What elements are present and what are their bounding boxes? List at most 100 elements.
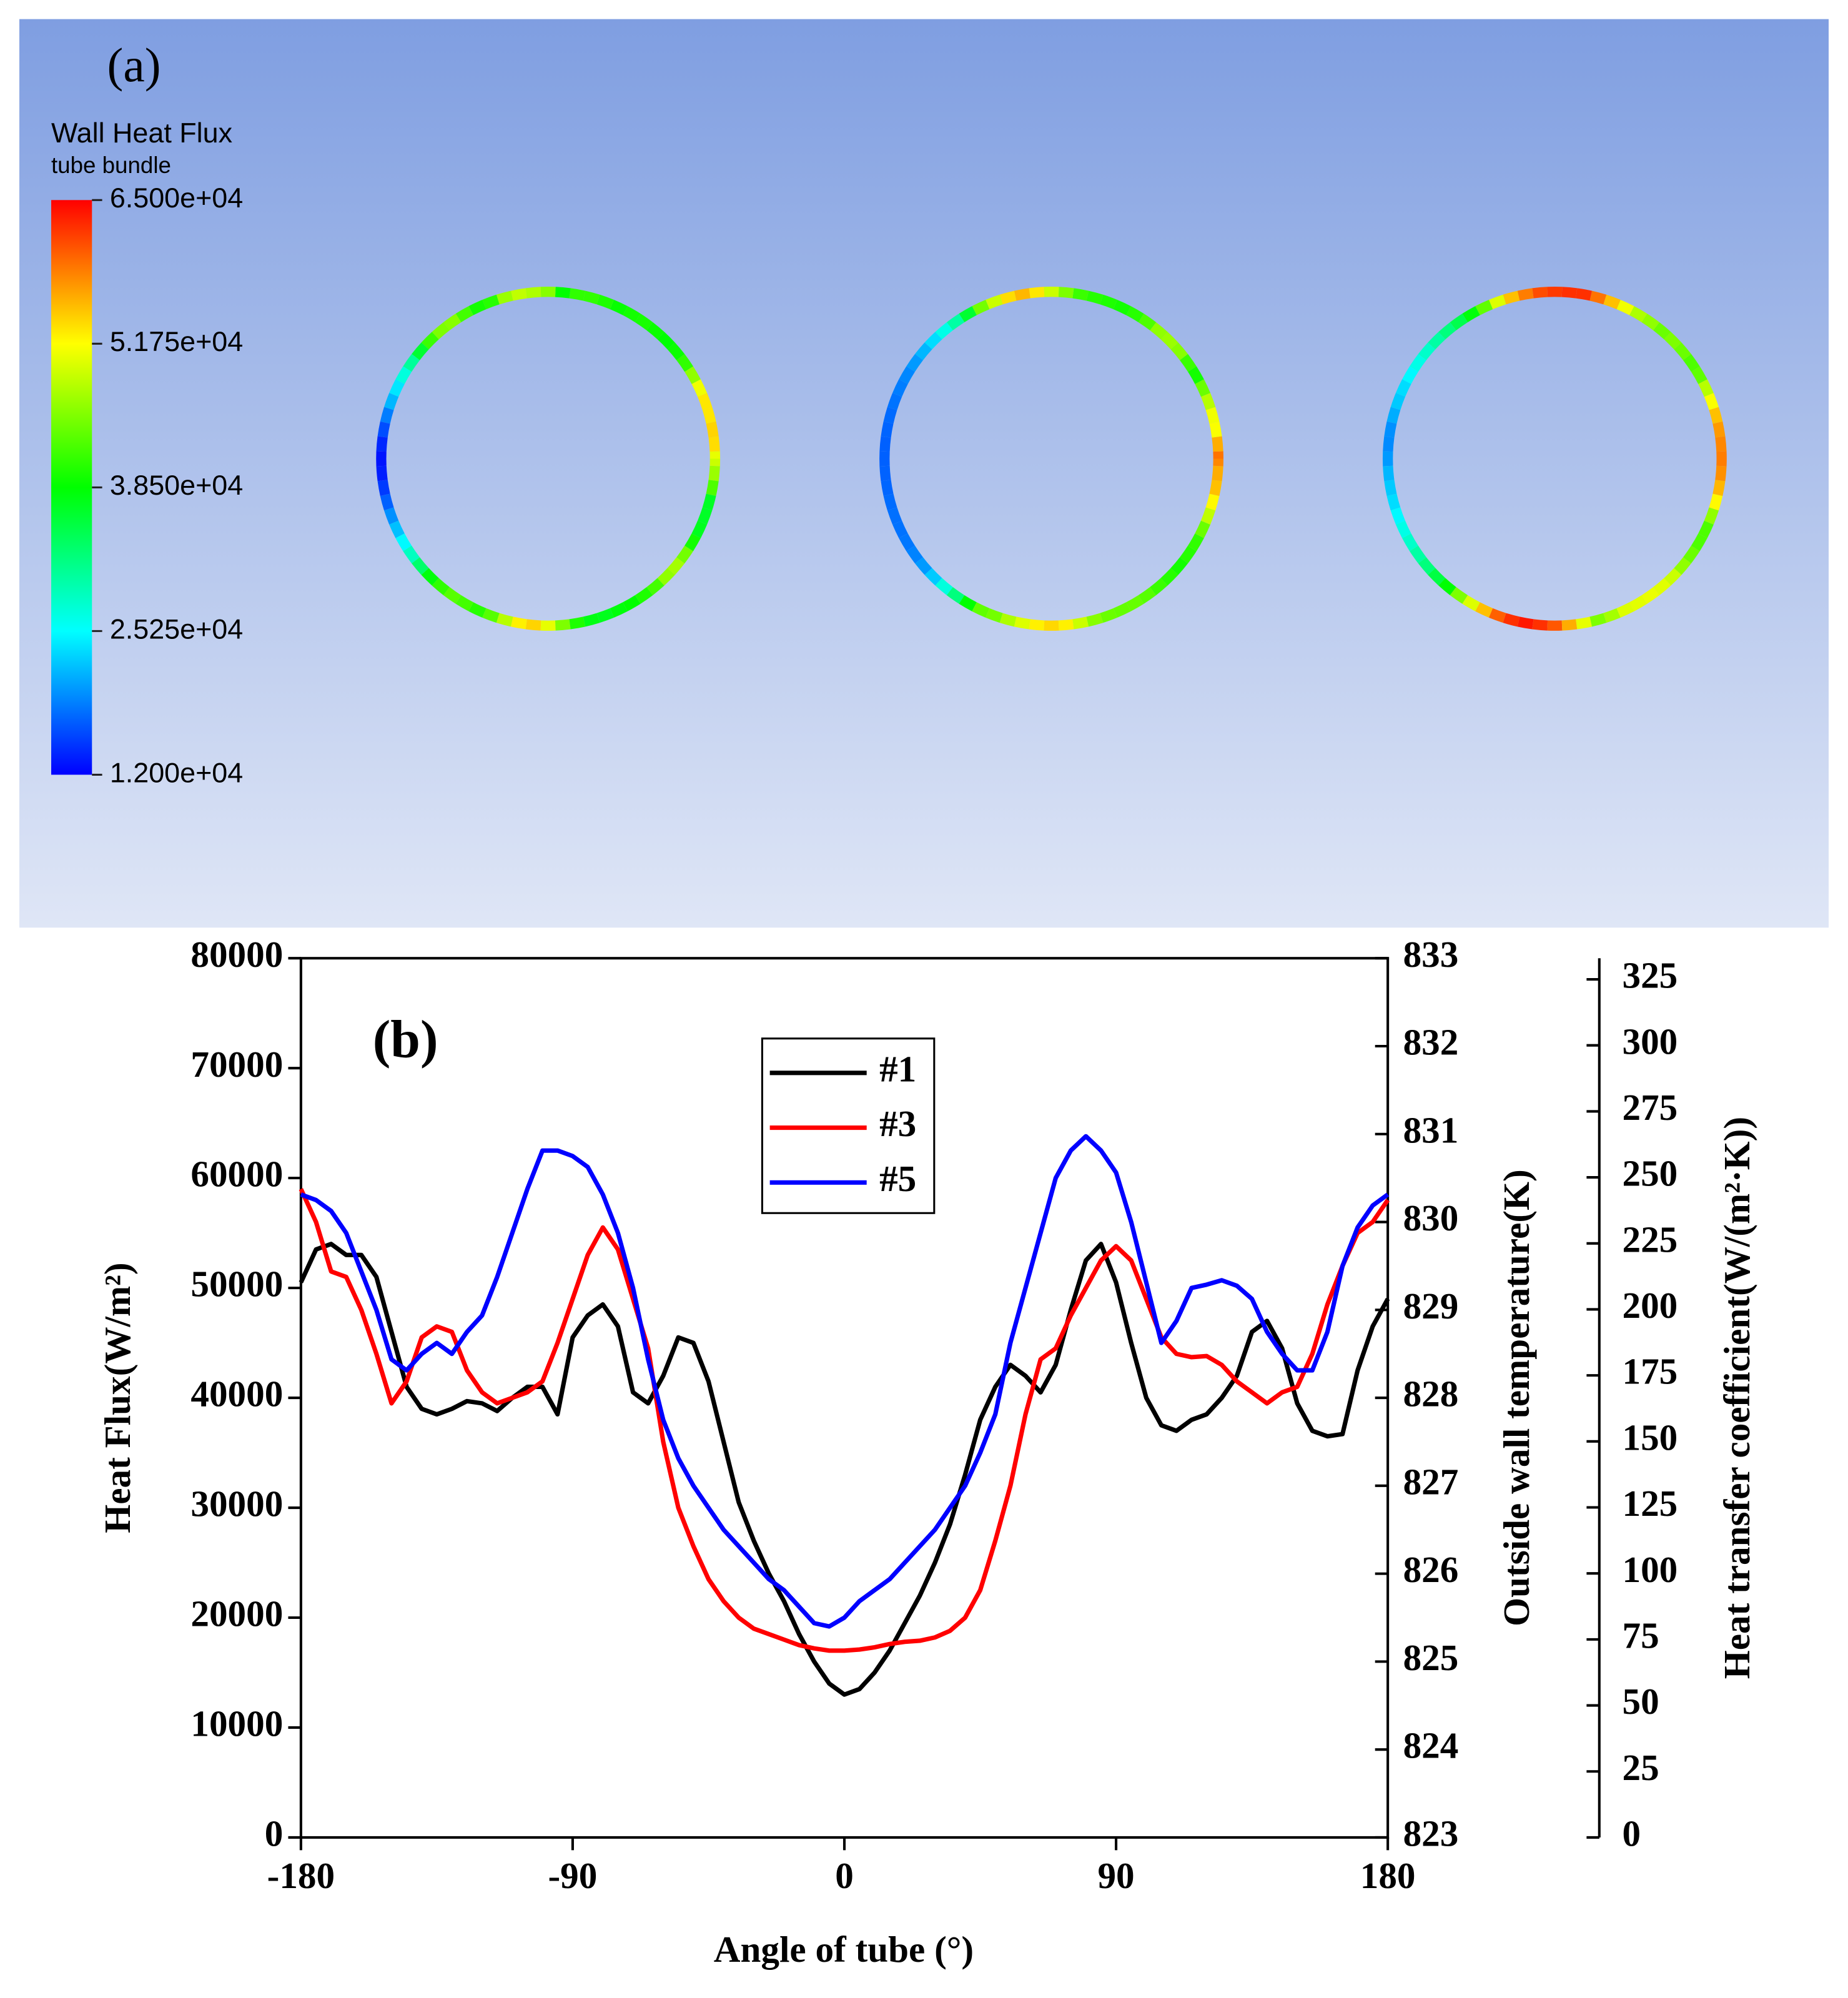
ring-segment — [496, 613, 513, 627]
ring-segment — [706, 480, 719, 497]
ring-segment — [1188, 366, 1204, 384]
ring-segment — [1475, 300, 1493, 315]
ring-segment — [1395, 520, 1411, 538]
ring-segment — [610, 602, 628, 618]
ring-segment — [1072, 616, 1089, 630]
y3-tick-label: 150 — [1623, 1417, 1678, 1458]
ring-segment — [906, 545, 923, 564]
ring-segment — [906, 354, 923, 372]
ring-segment — [1418, 557, 1436, 575]
ring-segment — [1209, 480, 1222, 497]
ring-segment — [583, 613, 600, 627]
ring-segment — [1682, 545, 1700, 564]
ring-segment — [623, 595, 641, 611]
ring-segment — [1138, 314, 1157, 330]
ring-segment — [1532, 619, 1548, 631]
ring-segment — [999, 290, 1017, 305]
legend-label: #1 — [879, 1048, 916, 1089]
ring-segment — [383, 507, 399, 525]
y3-tick-label: 100 — [1623, 1549, 1678, 1590]
ring-segment — [879, 465, 891, 482]
ring-segment — [1682, 354, 1700, 372]
ring-segment — [1698, 379, 1714, 397]
y-tick-label: 80000 — [190, 934, 283, 975]
ring-segment — [403, 354, 420, 372]
ring-segment — [1603, 608, 1621, 623]
ring-segment — [887, 507, 902, 525]
y-tick-label: 0 — [265, 1813, 284, 1854]
ring-segment — [1058, 619, 1074, 631]
ring-segment — [455, 306, 474, 322]
ring-segment — [667, 557, 685, 575]
ring-segment — [455, 595, 474, 611]
ring-segment — [377, 421, 390, 438]
ring-segment — [702, 493, 716, 511]
ring-segment — [915, 557, 932, 575]
ring-segment — [892, 520, 908, 538]
ring-segment — [525, 287, 541, 299]
ring-segment — [887, 393, 902, 410]
ring-segment — [1390, 507, 1406, 525]
legend-label: #3 — [879, 1103, 916, 1144]
ring-segment — [1709, 407, 1723, 424]
ring-segment — [1450, 586, 1468, 604]
y-axis-label: Heat Flux(W/m²) — [97, 1262, 138, 1533]
ring-segment — [1418, 342, 1436, 360]
ring-segment — [1517, 616, 1534, 630]
ring-segment — [1402, 366, 1418, 384]
colorbar-title: Wall Heat Flux — [51, 117, 232, 149]
ring-segment — [1704, 393, 1719, 410]
ring-segment — [525, 619, 541, 631]
y3-tick-label: 300 — [1623, 1021, 1678, 1062]
ring-segment — [412, 342, 429, 360]
ring-segment — [380, 407, 394, 424]
ring-segment — [376, 436, 388, 452]
ring-segment — [1428, 568, 1446, 586]
ring-segment — [959, 595, 977, 611]
ring-segment — [684, 366, 701, 384]
ring-segment — [1712, 480, 1726, 497]
ring-segment — [432, 322, 450, 340]
ring-segment — [1205, 493, 1220, 511]
ring-segment — [924, 568, 942, 586]
ring-segment — [496, 290, 513, 305]
ring-segment — [1503, 613, 1520, 627]
contour-background — [19, 19, 1829, 928]
ring-segment — [972, 300, 990, 315]
colorbar-tick-label: 5.175e+04 — [110, 325, 243, 357]
x-tick-label: 0 — [835, 1855, 854, 1896]
ring-segment — [684, 533, 701, 551]
ring-segment — [395, 533, 412, 551]
ring-segment — [1150, 578, 1168, 595]
ring-segment — [698, 393, 713, 410]
ring-segment — [1160, 568, 1178, 586]
ring-segment — [1653, 322, 1671, 340]
ring-segment — [706, 421, 719, 438]
ring-segment — [691, 379, 708, 397]
ring-segment — [1180, 545, 1197, 564]
colorbar-subtitle: tube bundle — [51, 152, 171, 178]
ring-segment — [1100, 294, 1117, 310]
ring-segment — [1629, 306, 1648, 322]
ring-segment — [623, 306, 641, 322]
ring-segment — [946, 586, 965, 604]
ring-segment — [468, 602, 487, 618]
ring-segment — [999, 613, 1017, 627]
y2-tick-label: 823 — [1403, 1813, 1459, 1854]
ring-segment — [915, 342, 932, 360]
legend-label: #5 — [879, 1158, 916, 1199]
ring-segment — [1160, 332, 1178, 350]
ring-segment — [555, 287, 571, 299]
data-line — [299, 1242, 1390, 1697]
ring-segment — [691, 520, 708, 538]
ring-segment — [1715, 436, 1727, 452]
ring-segment — [1616, 300, 1634, 315]
ring-segment — [1188, 533, 1204, 551]
y3-tick-label: 125 — [1623, 1483, 1678, 1524]
ring-segment — [646, 322, 665, 340]
y3-tick-label: 275 — [1623, 1087, 1678, 1128]
ring-segment — [1517, 288, 1534, 301]
ring-segment — [1086, 290, 1104, 305]
